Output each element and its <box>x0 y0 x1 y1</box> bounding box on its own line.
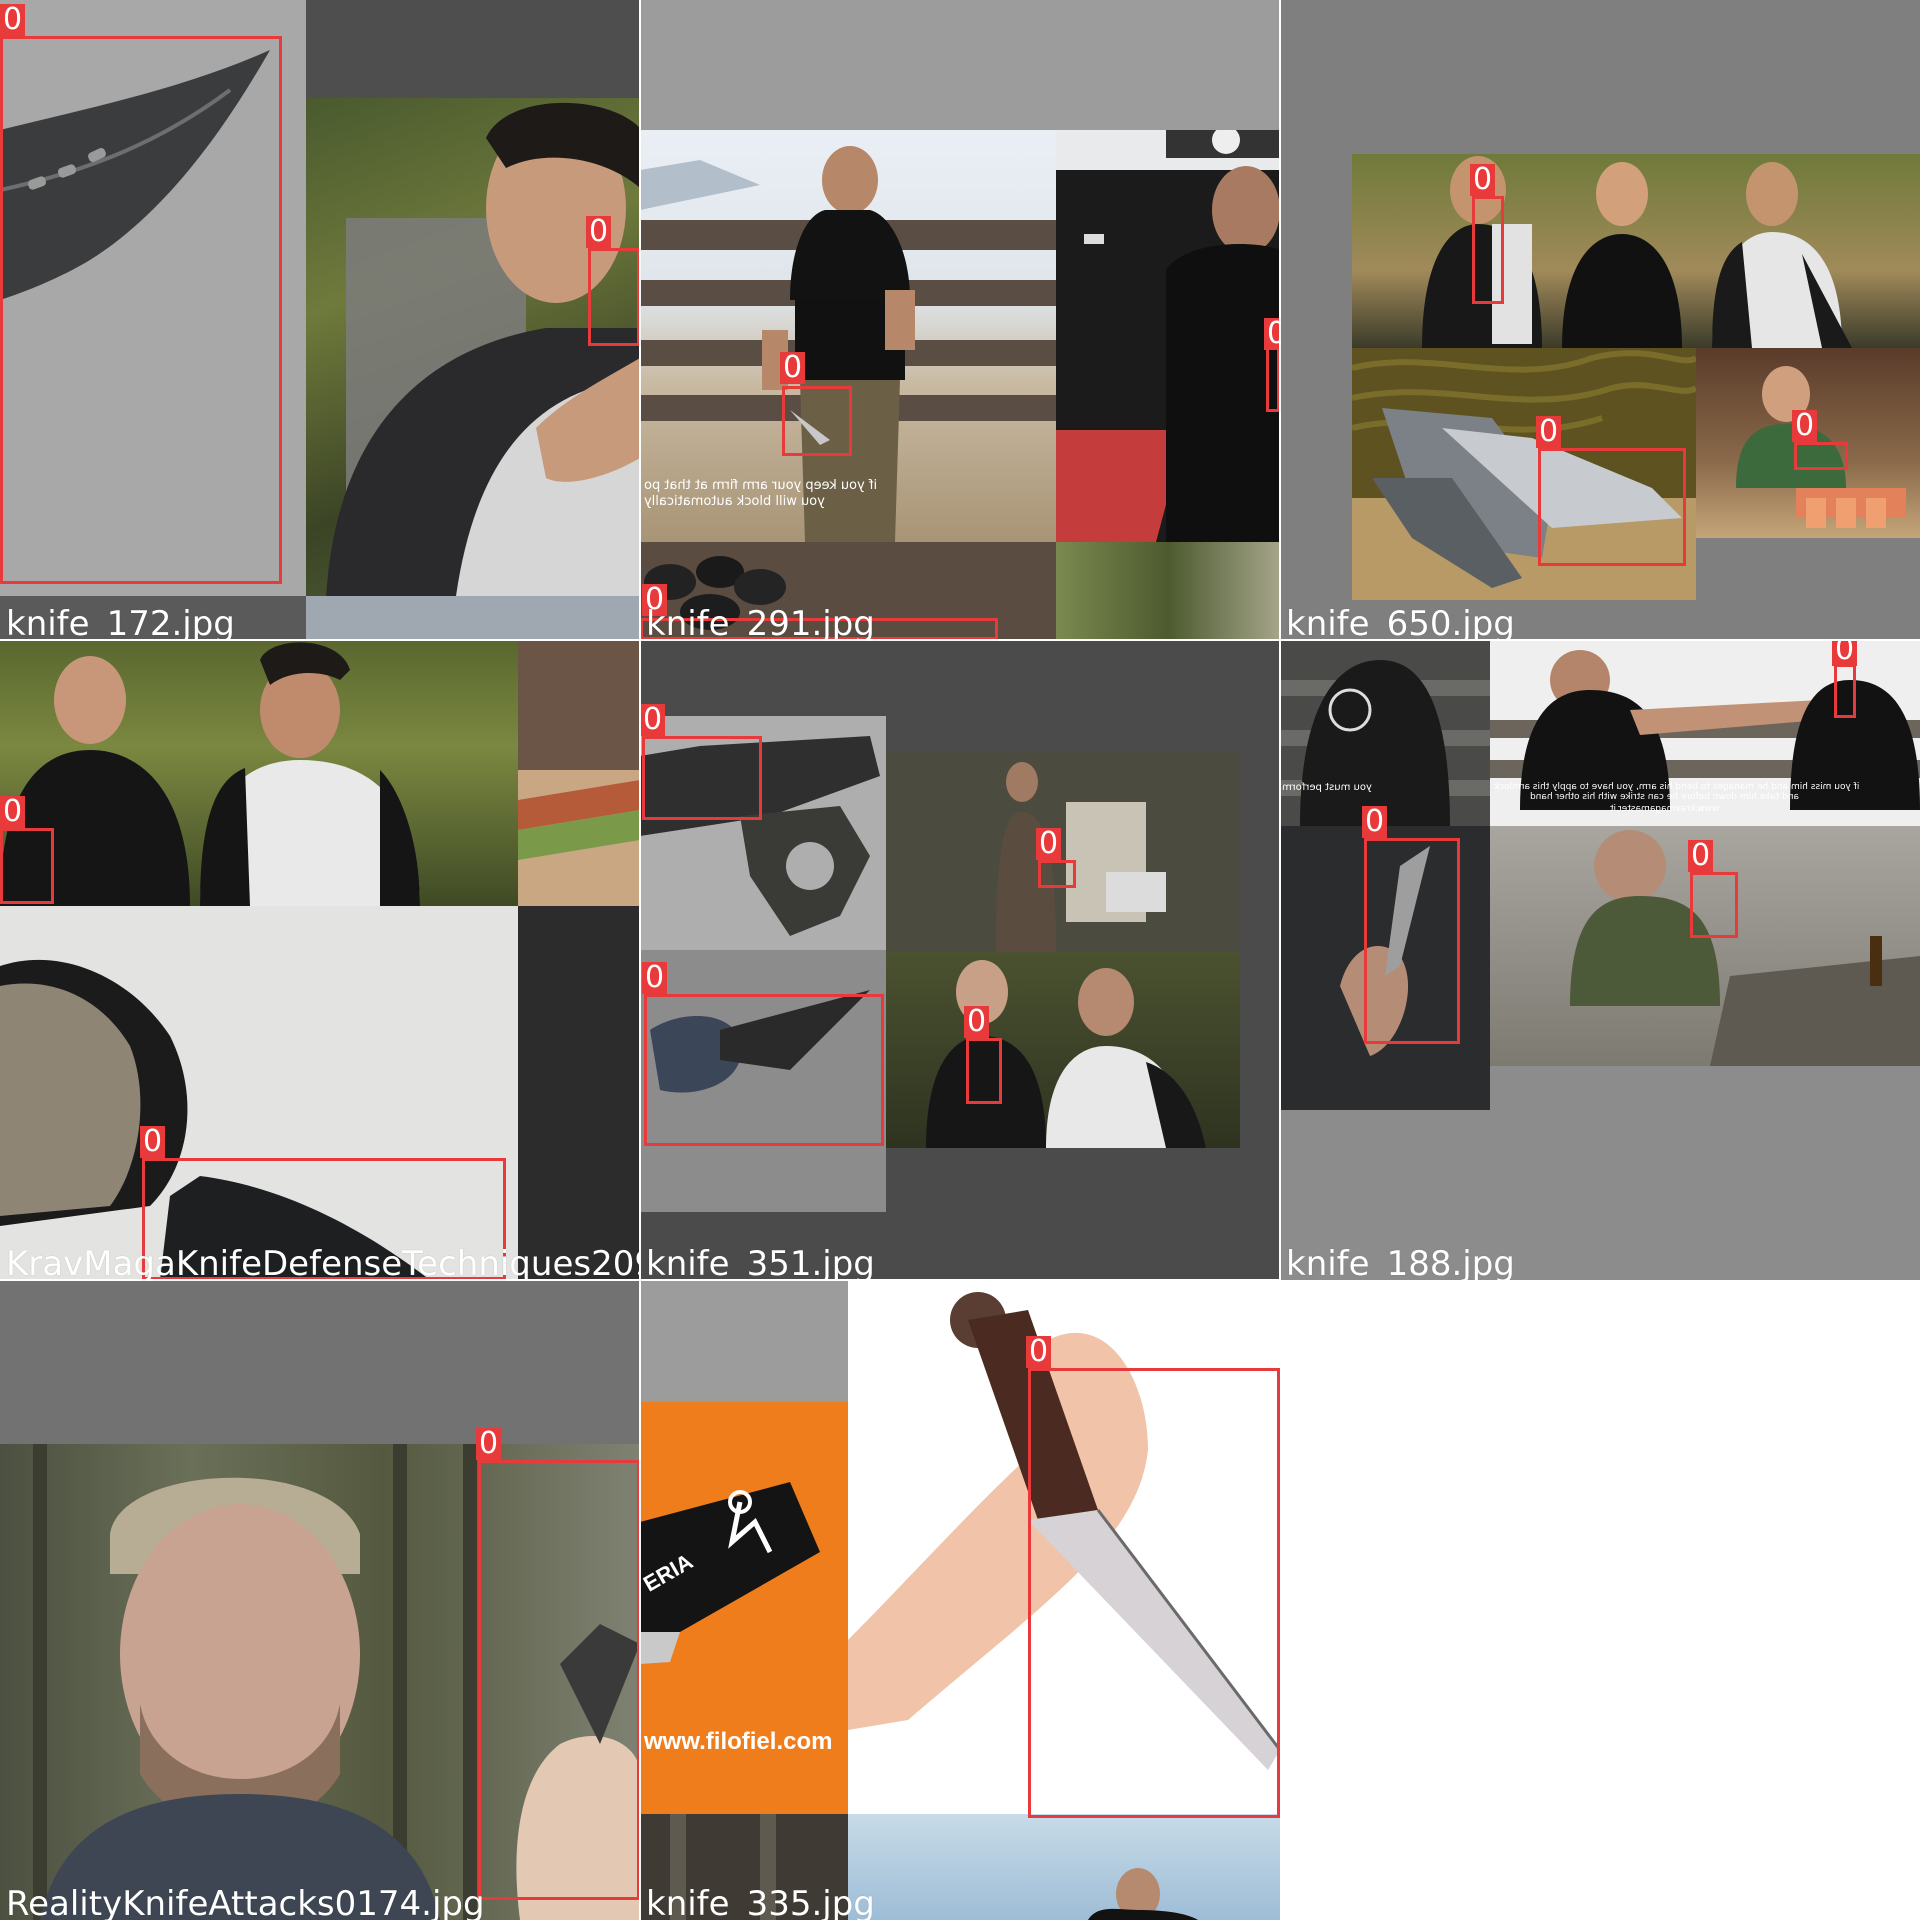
mosaic-tile-knife-172: 0 0 knife_172.jpg <box>0 0 640 640</box>
detection-box <box>1834 664 1856 718</box>
class-label: 0 <box>586 216 612 248</box>
image-caption: knife_172.jpg <box>6 604 235 640</box>
detection-box <box>1364 838 1460 1044</box>
detection-box <box>1038 860 1076 888</box>
detection-box <box>1690 872 1738 938</box>
class-label: 0 <box>140 1126 166 1158</box>
class-label: 0 <box>1536 416 1562 448</box>
knife-blade-graphic <box>0 50 270 300</box>
detection-box <box>142 1158 506 1280</box>
detection-box <box>640 618 998 640</box>
class-label: 0 <box>1688 840 1714 872</box>
wood-strip-photo <box>640 1814 848 1920</box>
room-photo <box>518 640 640 906</box>
class-label: 0 <box>0 796 26 828</box>
mosaic-tile-knife-650: 0 0 0 knife_650.jpg <box>1280 0 1920 640</box>
grid-divider <box>0 1279 1280 1281</box>
image-caption: RealityKnifeAttacks0174.jpg <box>6 1884 485 1920</box>
mosaic-tile-knife-188: you must perform if you miss him and he … <box>1280 640 1920 1280</box>
detection-box <box>782 386 852 456</box>
hidden-knife-photo <box>1280 826 1490 1110</box>
grid-divider <box>639 0 641 1920</box>
mosaic-tile-knife-335: ERIA www.filofiel.com 0 knife_335.jpg <box>640 1280 1280 1920</box>
class-label: 0 <box>1792 410 1818 442</box>
class-label: 0 <box>0 4 26 36</box>
fence-scene-photo: if you keep your arm firm at that po you… <box>640 130 1056 542</box>
forest-strip-photo <box>1056 542 1280 640</box>
knife-blade-photo <box>0 0 306 596</box>
bottom-strip-left <box>0 596 306 640</box>
armlock-photo: if you miss him and he manages to bend h… <box>1490 640 1920 826</box>
fence-tshirt-photo: you must perform <box>1280 640 1490 826</box>
mosaic-tile-knife-351: 0 0 0 0 knife_351.jpg <box>640 640 1280 1280</box>
knife-hand-photo <box>640 950 886 1212</box>
detection-box <box>1472 196 1504 304</box>
sky-man-photo <box>848 1814 1280 1920</box>
video-subtitle: if you keep your arm firm at that po <box>644 478 878 493</box>
detection-box <box>1028 1368 1280 1818</box>
class-label: 0 <box>640 704 666 736</box>
detection-box <box>966 1038 1002 1104</box>
three-men-photo <box>1352 154 1920 348</box>
detection-box <box>1794 442 1848 470</box>
dark-panel-photo <box>518 906 640 1280</box>
image-caption: knife_335.jpg <box>646 1884 875 1920</box>
class-label: 0 <box>1832 640 1858 666</box>
bottom-strip <box>306 596 640 640</box>
class-label: 0 <box>780 352 806 384</box>
bearded-man-forest-photo <box>0 1444 640 1920</box>
outdoor-table-photo <box>1490 826 1920 1066</box>
class-label: 0 <box>476 1428 502 1460</box>
video-subtitle: if you miss him and he manages to bend h… <box>1494 782 1860 792</box>
class-label: 0 <box>642 584 668 616</box>
image-caption: knife_188.jpg <box>1286 1244 1515 1280</box>
class-label: 0 <box>1036 828 1062 860</box>
video-subtitle: you will block automatically <box>644 494 825 509</box>
orange-knife-photo: ERIA www.filofiel.com <box>640 1402 848 1814</box>
mosaic-tile-krav-maga-209: 0 0 KravMagaKnifeDefenseTechniques209.jp… <box>0 640 640 1280</box>
class-label: 0 <box>1470 164 1496 196</box>
detection-box <box>1538 448 1686 566</box>
folding-knives-photo <box>1352 348 1696 600</box>
two-young-men-photo <box>886 952 1240 1148</box>
detection-box <box>642 736 762 820</box>
class-label: 0 <box>1026 1336 1052 1368</box>
image-caption: knife_291.jpg <box>646 604 875 640</box>
gym-scene-photo <box>1056 130 1280 542</box>
gloved-hand-knife-photo <box>0 906 518 1280</box>
image-caption: knife_351.jpg <box>646 1244 875 1280</box>
mosaic-tile-reality-knife-attacks-0174: 0 RealityKnifeAttacks0174.jpg <box>0 1280 640 1920</box>
two-men-photo <box>0 640 518 906</box>
person-photo <box>306 98 640 596</box>
field-men-photo <box>886 752 1240 952</box>
detection-box <box>644 994 884 1146</box>
mosaic-tile-knife-291: if you keep your arm firm at that po you… <box>640 0 1280 640</box>
brand-url: www.filofiel.com <box>644 1728 833 1755</box>
class-label: 0 <box>1264 318 1280 350</box>
image-caption: KravMagaKnifeDefenseTechniques209.jpg <box>6 1244 640 1280</box>
tactical-knife-photo <box>640 716 886 950</box>
detection-box <box>0 828 54 904</box>
class-label: 0 <box>1362 806 1388 838</box>
grid-divider <box>0 639 1920 641</box>
class-label: 0 <box>642 962 668 994</box>
video-subtitle: and take him down before he can strike w… <box>1530 792 1799 802</box>
video-subtitle: www.kravmagamaster.it <box>1610 804 1720 814</box>
empty-mosaic-cell <box>1280 1280 1920 1920</box>
detection-box <box>588 248 640 346</box>
image-caption: knife_650.jpg <box>1286 604 1515 640</box>
detection-box <box>0 36 282 584</box>
detection-box <box>478 1460 640 1900</box>
class-label: 0 <box>964 1006 990 1038</box>
video-subtitle: you must perform <box>1282 782 1372 793</box>
